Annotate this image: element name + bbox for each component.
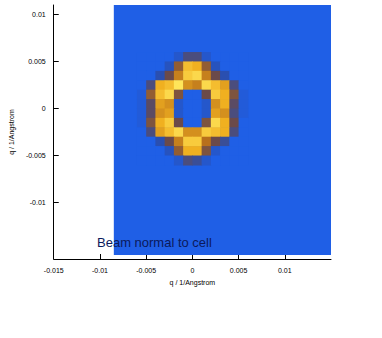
- svg-text:0.005: 0.005: [230, 267, 248, 274]
- svg-text:0.005: 0.005: [28, 58, 46, 65]
- svg-text:0: 0: [190, 267, 194, 274]
- svg-text:-0.01: -0.01: [30, 199, 46, 206]
- svg-text:0: 0: [42, 105, 46, 112]
- svg-text:-0.015: -0.015: [44, 267, 64, 274]
- svg-text:-0.005: -0.005: [26, 152, 46, 159]
- svg-text:-0.005: -0.005: [136, 267, 156, 274]
- svg-text:0.01: 0.01: [32, 11, 46, 18]
- svg-text:q / 1/Angstrom: q / 1/Angstrom: [170, 279, 216, 287]
- svg-text:q / 1/Angstrom: q / 1/Angstrom: [8, 109, 16, 155]
- svg-text:Beam normal to cell: Beam normal to cell: [97, 235, 212, 250]
- svg-text:-0.01: -0.01: [92, 267, 108, 274]
- svg-text:0.01: 0.01: [278, 267, 292, 274]
